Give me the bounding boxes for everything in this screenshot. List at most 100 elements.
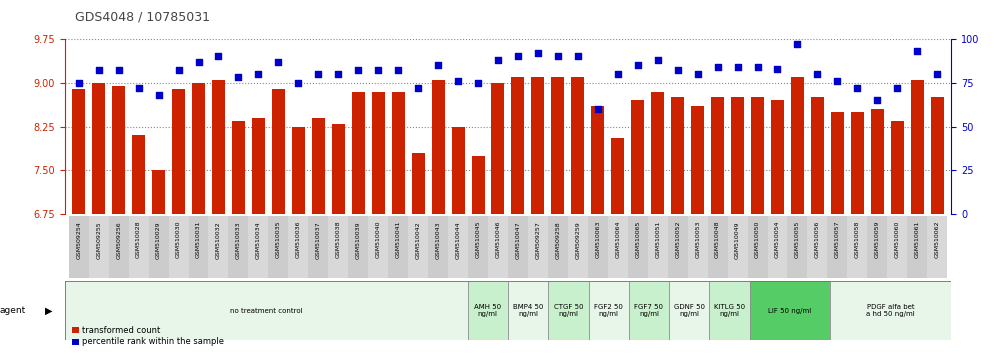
Bar	[548, 281, 589, 340]
Text: GSM510055: GSM510055	[795, 221, 800, 258]
Point	[510, 53, 526, 59]
Bar	[687, 216, 707, 278]
Bar	[228, 216, 248, 278]
Bar	[73, 88, 86, 214]
Bar	[352, 92, 365, 214]
Bar	[868, 216, 887, 278]
Point	[590, 106, 606, 112]
Bar	[910, 80, 923, 214]
Bar	[871, 109, 883, 214]
Bar	[771, 100, 784, 214]
Point	[490, 57, 506, 63]
Bar	[152, 170, 165, 214]
Bar	[811, 97, 824, 214]
Bar	[848, 216, 868, 278]
Bar	[707, 216, 727, 278]
Point	[410, 85, 426, 91]
Text: no treatment control: no treatment control	[230, 308, 303, 314]
Point	[390, 68, 406, 73]
Bar	[408, 216, 428, 278]
Legend: transformed count, percentile rank within the sample: transformed count, percentile rank withi…	[69, 322, 227, 350]
Text: GSM510031: GSM510031	[196, 221, 201, 258]
Bar	[727, 216, 748, 278]
Point	[450, 78, 466, 84]
Point	[190, 59, 206, 64]
Point	[351, 68, 367, 73]
Point	[430, 62, 446, 68]
Point	[470, 80, 486, 86]
Text: GSM510042: GSM510042	[415, 221, 420, 258]
Bar	[488, 216, 508, 278]
Text: GSM510050: GSM510050	[755, 221, 760, 258]
Text: GSM510029: GSM510029	[156, 221, 161, 258]
Point	[709, 64, 725, 70]
Point	[150, 92, 166, 98]
Point	[570, 53, 586, 59]
Bar	[628, 281, 669, 340]
Point	[210, 53, 226, 59]
Point	[610, 71, 625, 77]
Bar	[828, 216, 848, 278]
Point	[550, 53, 566, 59]
Point	[170, 68, 186, 73]
Bar	[691, 106, 704, 214]
Text: GSM509256: GSM509256	[117, 221, 122, 258]
Point	[530, 50, 546, 56]
Text: GSM510040: GSM510040	[375, 221, 380, 258]
Bar	[65, 281, 468, 340]
Text: GSM510052: GSM510052	[675, 221, 680, 258]
Text: CTGF 50
ng/ml: CTGF 50 ng/ml	[554, 304, 583, 318]
Bar	[172, 88, 185, 214]
Point	[130, 85, 146, 91]
Bar	[667, 216, 687, 278]
Text: GSM510034: GSM510034	[256, 221, 261, 258]
Text: KITLG 50
ng/ml: KITLG 50 ng/ml	[714, 304, 745, 318]
Text: GSM510056: GSM510056	[815, 221, 820, 258]
Bar	[248, 216, 268, 278]
Text: GSM510057: GSM510057	[835, 221, 840, 258]
Bar	[89, 216, 109, 278]
Text: GSM510033: GSM510033	[236, 221, 241, 258]
Bar	[431, 80, 444, 214]
Text: GSM510043: GSM510043	[435, 221, 440, 258]
Bar	[788, 216, 808, 278]
Bar	[890, 121, 903, 214]
Text: GSM510051: GSM510051	[655, 221, 660, 258]
Point	[929, 71, 945, 77]
Text: GSM510048: GSM510048	[715, 221, 720, 258]
Bar	[751, 97, 764, 214]
Point	[730, 64, 746, 70]
Bar	[612, 138, 624, 214]
Bar	[468, 216, 488, 278]
Text: GSM510044: GSM510044	[455, 221, 460, 258]
Point	[790, 41, 806, 47]
Bar	[851, 112, 864, 214]
Bar	[69, 216, 89, 278]
Text: FGF2 50
ng/ml: FGF2 50 ng/ml	[595, 304, 623, 318]
Bar	[572, 77, 585, 214]
Text: LIF 50 ng/ml: LIF 50 ng/ml	[768, 308, 812, 314]
Text: ▶: ▶	[45, 306, 53, 316]
Bar	[568, 216, 588, 278]
Bar	[212, 80, 225, 214]
Bar	[289, 216, 309, 278]
Text: GSM510039: GSM510039	[356, 221, 361, 258]
Bar	[372, 92, 384, 214]
Bar	[927, 216, 947, 278]
Text: GSM510038: GSM510038	[336, 221, 341, 258]
Bar	[528, 216, 548, 278]
Bar	[711, 97, 724, 214]
Bar	[272, 88, 285, 214]
Text: GSM510058: GSM510058	[855, 221, 860, 258]
Bar	[552, 77, 565, 214]
Text: GSM510047: GSM510047	[516, 221, 521, 258]
Bar	[388, 216, 408, 278]
Text: FGF7 50
ng/ml: FGF7 50 ng/ml	[634, 304, 663, 318]
Bar	[532, 77, 545, 214]
Bar	[312, 118, 325, 214]
Text: GSM510028: GSM510028	[136, 221, 141, 258]
Bar	[391, 92, 404, 214]
Bar	[109, 216, 128, 278]
Bar	[831, 112, 844, 214]
Bar	[608, 216, 627, 278]
